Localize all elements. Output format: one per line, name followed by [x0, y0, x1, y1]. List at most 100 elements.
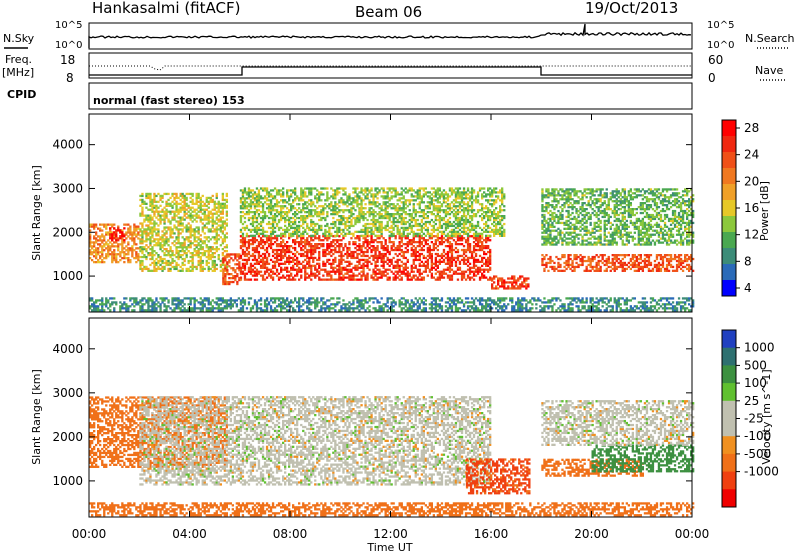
echo-cell-r4-1582: [271, 260, 275, 263]
echo-cell-r0-271: [137, 255, 140, 258]
echo-cell-r5-4049: [400, 207, 403, 210]
echo-cell-r5-3589: [334, 197, 337, 200]
echo-cell-r0-40: [95, 247, 98, 250]
echo-cell-r4-2340: [392, 241, 395, 244]
echo-cell-r4-1380: [241, 264, 245, 267]
echo-cell-r5-3996: [392, 195, 395, 198]
echo-cell-r7-4921: [569, 267, 572, 271]
echo-cell-r7-4957: [585, 267, 588, 271]
echo-cell-r5-4108: [408, 187, 411, 190]
echo-cell-r4-1798: [306, 250, 309, 254]
echo-cell-r4-2762: [462, 272, 466, 275]
echo-cell-r2-674: [171, 252, 174, 255]
echo-cell-r2-459: [151, 226, 154, 229]
echo-cell-r5-4082: [404, 201, 407, 204]
echo-cell-r2-1074: [207, 248, 210, 251]
cpid-text: normal (fast stereo) 153: [93, 94, 245, 107]
echo-cell-r5-4455: [458, 232, 462, 235]
echo-cell-r4-1800: [306, 243, 309, 246]
echo-cell-r5-3812: [368, 222, 371, 226]
echo-cell-r4-1366: [239, 272, 243, 275]
echo-cell-r4-2388: [400, 248, 403, 252]
echo-cell-r5-4070: [402, 197, 405, 200]
echo-cell-r4-2004: [338, 254, 341, 258]
echo-cell-r4-1447: [251, 258, 255, 262]
echo-cell-r2-1009: [201, 265, 204, 269]
echo-cell-r4-2087: [352, 272, 355, 275]
echo-cell-r4-1531: [263, 256, 267, 260]
echo-cell-r4-2767: [462, 256, 466, 260]
echo-cell-r5-3118: [263, 216, 267, 220]
echo-cell-r5-4110: [410, 228, 413, 232]
echo-cell-r3-1304: [224, 255, 227, 258]
echo-cell-r4-2345: [394, 266, 397, 269]
echo-cell-r5-3262: [284, 201, 287, 204]
echo-cell-r2-993: [199, 240, 202, 243]
echo-cell-r5-2994: [245, 191, 249, 194]
echo-cell-r4-1942: [328, 245, 331, 248]
echo-cell-r4-2394: [402, 272, 405, 275]
echo-cell-r5-3950: [386, 201, 389, 204]
echo-cell-r5-2957: [241, 222, 245, 226]
echo-cell-r0-208: [125, 231, 128, 234]
echo-cell-r5-4072: [402, 189, 405, 192]
echo-cell-r5-3015: [249, 207, 253, 210]
echo-cell-r4-1701: [290, 245, 293, 248]
echo-cell-r2-599: [163, 216, 166, 219]
echo-cell-r5-3595: [336, 232, 339, 235]
echo-cell-r2-919: [193, 250, 196, 253]
echo-cell-r5-3239: [282, 228, 285, 232]
echo-cell-r5-3457: [312, 201, 315, 204]
echo-cell-r4-1547: [265, 248, 269, 252]
echo-cell-r2-888: [189, 208, 192, 211]
echo-cell-r4-2586: [434, 278, 438, 281]
echo-cell-r6-4839: [517, 279, 520, 282]
echo-cell-r0-193: [123, 257, 126, 260]
echo-cell-r4-2011: [338, 235, 341, 238]
echo-cell-r5-4374: [446, 193, 450, 196]
echo-cell-r4-2044: [344, 252, 347, 256]
echo-cell-r4-1690: [288, 245, 291, 248]
echo-cell-r5-3028: [251, 218, 255, 222]
echo-cell-r3-1291: [222, 259, 225, 262]
echo-cell-r0-230: [129, 231, 132, 234]
echo-cell-r5-3109: [261, 209, 265, 212]
echo-cell-r4-1795: [306, 256, 309, 260]
echo-cell-r4-1495: [257, 241, 261, 244]
echo-cell-r5-3591: [334, 193, 337, 196]
echo-cell-r2-421: [149, 248, 152, 251]
echo-cell-r4-1377: [241, 272, 245, 275]
echo-cell-r5-4749: [499, 199, 502, 202]
echo-cell-r5-3024: [251, 228, 255, 232]
echo-cell-r4-1397: [243, 264, 247, 267]
echo-cell-r2-1266: [225, 246, 229, 249]
echo-cell-r5-4321: [440, 226, 444, 230]
echo-cell-r2-319: [139, 238, 142, 241]
echo-cell-r5-3592: [334, 191, 337, 194]
echo-cell-r2-698: [173, 218, 176, 221]
echo-cell-r0-137: [111, 231, 114, 234]
echo-cell-r5-3152: [269, 234, 273, 237]
echo-cell-r4-1695: [290, 272, 293, 275]
echo-cell-r6-4790: [493, 275, 496, 278]
echo-cell-r5-3780: [362, 189, 365, 192]
echo-cell-r4-1801: [306, 241, 309, 244]
echo-cell-r4-2374: [398, 246, 401, 250]
echo-cell-r5-4023: [396, 199, 399, 202]
echo-cell-r5-4450: [456, 193, 460, 196]
echo-cell-r4-2844: [474, 245, 478, 248]
echo-cell-r3-1285: [222, 277, 225, 280]
echo-cell-r2-436: [149, 208, 152, 211]
echo-cell-r5-3390: [302, 191, 305, 194]
echo-cell-r4-2808: [468, 243, 472, 246]
echo-cell-r4-2448: [410, 243, 413, 246]
echo-cell-r4-2027: [340, 239, 343, 242]
echo-cell-r4-2164: [364, 260, 367, 263]
echo-cell-r4-2911: [485, 239, 488, 242]
echo-cell-r4-1395: [243, 268, 247, 271]
echo-cell-r4-2703: [450, 246, 454, 250]
echo-cell-r5-4210: [424, 220, 428, 224]
echo-cell-r2-1039: [203, 216, 206, 219]
echo-cell-r5-3840: [372, 224, 375, 228]
echo-cell-r4-1590: [273, 264, 277, 267]
